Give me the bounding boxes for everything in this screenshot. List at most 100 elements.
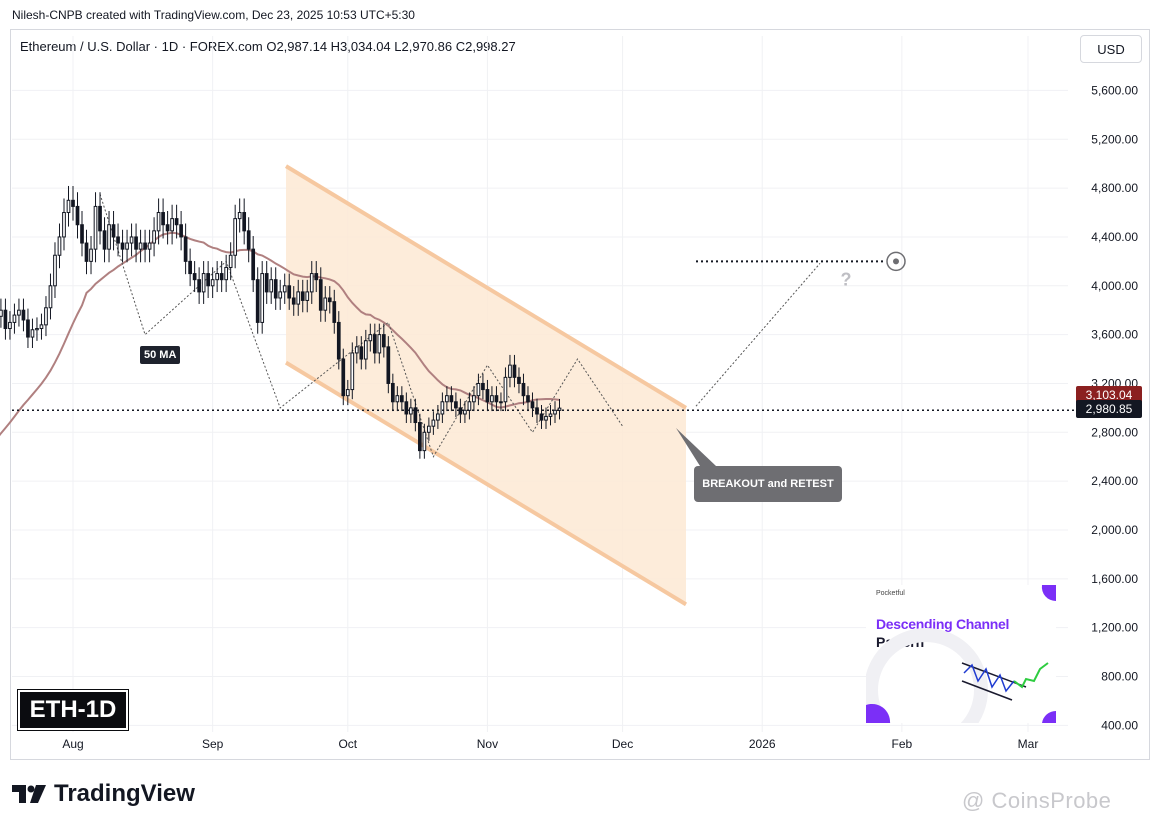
y-axis-ticks: 5,600.00 5,200.00 4,800.00 4,400.00 4,000.00… [1091,83,1138,732]
candle-body [418,422,422,452]
candle [436,404,440,429]
candle [66,185,71,227]
candle-body [93,205,98,250]
candle [287,273,292,310]
x-axis-ticks: Aug Sep Oct Nov Dec 2026 Feb Mar [62,737,1038,751]
x-tick-label: Oct [338,737,357,751]
candle-body [66,199,71,214]
candle [165,210,170,245]
candle [404,392,409,423]
candle-body [170,218,174,232]
candle [390,373,395,412]
candle [476,373,481,406]
candle-body [255,279,260,323]
candle [138,229,143,263]
candle-body [526,395,530,403]
candle [273,267,278,310]
ma-price-badge: 3,103.04 [1076,386,1142,404]
candle-body [499,401,503,404]
candle-body [395,395,400,403]
candle [309,261,314,304]
candle [84,229,89,275]
candle-body [445,395,449,403]
candle-body [134,236,138,250]
candle [17,298,21,327]
candle-body [449,395,454,403]
candle-body [224,266,229,281]
candle-body [233,218,238,256]
candle [503,367,508,412]
candle [368,323,373,352]
candle [120,229,125,263]
candle [548,404,553,426]
candle [296,279,301,316]
candle [395,386,400,412]
x-tick-label: 2026 [749,737,776,751]
zigzag-pattern [99,194,623,458]
candlesticks [0,185,562,459]
y-tick-label: 2,800.00 [1091,425,1138,439]
candle [71,185,75,221]
candle [125,229,129,263]
candle-body [246,230,251,250]
candle [21,298,26,332]
tradingview-logo[interactable]: TradingView [12,780,195,808]
candle [48,273,53,320]
candle [264,261,269,304]
candle [526,386,530,412]
candle [490,386,494,412]
candle [255,267,260,334]
candle-body [436,413,440,421]
candle [445,386,449,412]
candle [129,223,134,257]
candle [161,198,165,239]
channel-fill [286,166,686,605]
candle-body [336,321,341,360]
candle [431,411,436,435]
candle-body [215,273,220,281]
candle [282,273,287,304]
candle [300,279,305,313]
candle-body [57,236,62,256]
y-tick-label: 2,000.00 [1091,523,1138,537]
candle-body [269,279,274,293]
candle [174,204,179,239]
candle [170,204,174,245]
candle [381,323,386,358]
candle-body [98,205,102,232]
currency-button[interactable]: USD [1080,35,1142,63]
candle [314,261,319,293]
x-tick-label: Mar [1018,737,1039,751]
candle-body [544,415,548,421]
projection: ? [12,251,1076,466]
y-tick-label: 1,600.00 [1091,572,1138,586]
candle [210,267,215,298]
candle [399,386,404,412]
candle-body [309,273,314,293]
candle [237,198,242,233]
candle [246,217,251,263]
candle-body [404,401,409,415]
candle [26,308,30,348]
candle [323,286,328,322]
candle [219,261,224,293]
channel-lower-line [284,360,688,607]
ma-line [0,231,560,437]
candle-body [296,291,301,305]
candle [260,261,265,334]
candle-body [318,279,323,311]
candle-body [129,236,134,244]
candle-body [490,395,494,403]
projection-line [695,263,821,407]
candle [39,313,44,340]
candle-body [481,382,485,391]
candle-body [327,297,332,303]
candle-body [494,395,499,403]
candle [183,223,188,275]
candle [327,286,332,314]
candle-body [553,409,557,415]
candle [467,392,472,420]
candle-body [251,248,256,281]
candle [557,398,562,420]
